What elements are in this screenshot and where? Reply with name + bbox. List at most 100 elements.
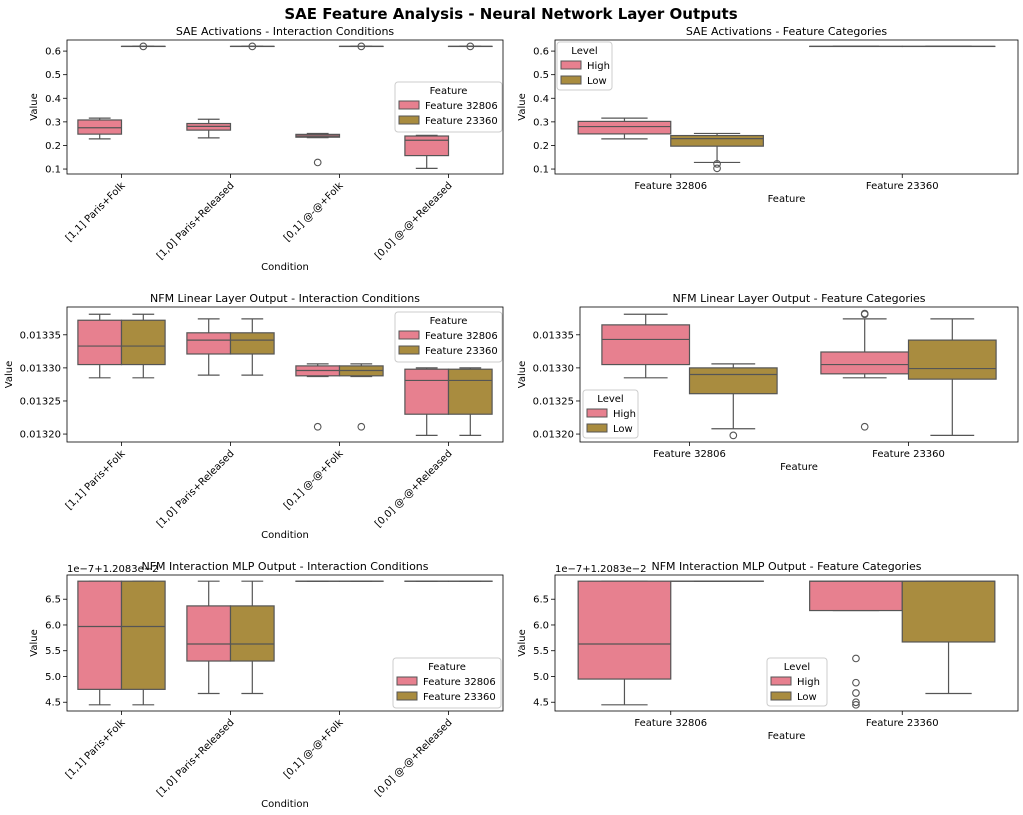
y-tick-label: 5.0 xyxy=(45,672,61,683)
x-tick-label: [0,1] @-@+Folk xyxy=(282,180,346,244)
subplot-1: SAE Activations - Interaction Conditions… xyxy=(29,25,504,273)
box-high xyxy=(601,313,691,379)
y-tick-label: 0.01330 xyxy=(20,363,61,374)
x-axis-label: Condition xyxy=(261,530,309,541)
y-tick-label: 6.0 xyxy=(45,620,61,631)
outlier-point xyxy=(852,689,860,697)
box-feature-23360 xyxy=(120,313,166,379)
x-tick-label: [0,0] @-@+Released xyxy=(373,717,455,799)
subplot-title: SAE Activations - Feature Categories xyxy=(686,25,888,38)
y-tick-label: 0.01325 xyxy=(20,396,61,407)
subplot-title: NFM Interaction MLP Output - Feature Cat… xyxy=(652,560,922,573)
y-tick-label: 0.01335 xyxy=(533,330,574,341)
box-high xyxy=(577,117,672,140)
box-iqr xyxy=(688,367,778,395)
y-tick-label: 0.3 xyxy=(533,117,549,128)
outlier-point xyxy=(852,700,860,709)
x-tick-label: [1,1] Paris+Folk xyxy=(64,448,128,512)
box-feature-23360 xyxy=(447,42,493,51)
box-feature-32806 xyxy=(404,134,450,169)
y-tick-label: 0.01330 xyxy=(533,363,574,374)
legend-entry-label: High xyxy=(797,677,820,688)
y-tick-label: 0.5 xyxy=(45,70,61,81)
legend-entry-label: Feature 23360 xyxy=(425,346,498,357)
outlier-point xyxy=(860,309,869,318)
axes-frame xyxy=(66,306,504,443)
axes-frame xyxy=(554,39,1019,175)
x-tick-label: [0,0] @-@+Released xyxy=(373,180,455,262)
axes-frame xyxy=(66,574,504,712)
legend: Feature Feature 32806 Feature 23360 xyxy=(394,81,503,133)
legend-entry-label: Feature 23360 xyxy=(425,116,498,127)
outlier-point xyxy=(357,422,366,431)
y-axis-label: Value xyxy=(29,93,40,120)
legend-swatch xyxy=(398,115,420,125)
outlier-point xyxy=(729,431,738,440)
legend-swatch xyxy=(398,100,420,110)
box-low xyxy=(670,132,764,173)
x-tick-label: [0,1] @-@+Folk xyxy=(282,448,346,512)
x-tick-label: [0,0] @-@+Released xyxy=(373,448,455,530)
legend-title: Feature xyxy=(430,86,468,97)
outlier-point xyxy=(852,654,860,663)
box-high xyxy=(577,580,672,706)
box-iqr xyxy=(120,319,166,366)
axes-frame xyxy=(66,39,504,175)
figure-title: SAE Feature Analysis - Neural Network La… xyxy=(284,5,737,23)
legend-swatch xyxy=(396,691,418,701)
y-axis-label: Value xyxy=(517,93,528,120)
outlier-point xyxy=(313,422,322,431)
x-tick-label: [0,1] @-@+Folk xyxy=(282,717,346,781)
box-feature-32806 xyxy=(77,117,123,140)
legend-swatch xyxy=(396,676,418,686)
legend-frame xyxy=(392,657,502,709)
box-low xyxy=(907,318,997,436)
x-tick-label: Feature 32806 xyxy=(634,181,707,192)
box-iqr xyxy=(447,368,493,415)
legend-swatch xyxy=(398,330,420,340)
y-tick-label: 0.01320 xyxy=(20,430,61,441)
y-tick-label: 0.6 xyxy=(45,47,61,58)
legend-title: Level xyxy=(784,662,810,673)
y-offset-text: 1e−7+1.2083e−2 xyxy=(67,564,159,575)
x-axis-label: Feature xyxy=(768,194,806,205)
x-tick-label: Feature 23360 xyxy=(872,449,945,460)
legend-swatch xyxy=(398,345,420,355)
x-tick-label: [1,1] Paris+Folk xyxy=(64,180,128,244)
box-iqr xyxy=(229,605,275,662)
box-iqr xyxy=(670,134,764,147)
box-feature-32806 xyxy=(186,118,232,139)
y-tick-label: 4.5 xyxy=(533,698,549,709)
box-feature-23360 xyxy=(120,580,166,706)
y-tick-label: 6.5 xyxy=(45,595,61,606)
legend-entry-label: Feature 23360 xyxy=(423,692,496,703)
box-iqr xyxy=(120,580,166,690)
box-iqr xyxy=(229,332,275,355)
x-tick-label: [1,1] Paris+Folk xyxy=(64,717,128,781)
legend-entry-label: Feature 32806 xyxy=(425,101,498,112)
box-iqr xyxy=(901,580,996,643)
y-tick-label: 6.0 xyxy=(533,620,549,631)
legend-entry-label: Low xyxy=(797,692,817,703)
legend-frame xyxy=(394,311,503,363)
outlier-point xyxy=(139,42,148,51)
x-tick-label: Feature 23360 xyxy=(866,181,939,192)
y-tick-label: 4.5 xyxy=(45,698,61,709)
y-tick-label: 6.5 xyxy=(533,595,549,606)
box-feature-23360 xyxy=(447,367,493,436)
y-tick-label: 0.5 xyxy=(533,70,549,81)
box-feature-32806 xyxy=(186,318,232,376)
legend: Level High Low xyxy=(766,657,828,707)
subplot-2: SAE Activations - Feature Categories 0.1 0… xyxy=(517,25,1019,205)
subplot-4: NFM Linear Layer Output - Feature Catego… xyxy=(517,292,1019,473)
box-iqr xyxy=(77,119,123,135)
subplot-3: NFM Linear Layer Output - Interaction Co… xyxy=(4,292,504,541)
outlier-point xyxy=(313,158,322,167)
legend-swatch xyxy=(770,676,792,686)
box-feature-32806 xyxy=(186,580,232,695)
box-iqr xyxy=(577,580,672,680)
legend-swatch xyxy=(560,60,582,70)
box-iqr xyxy=(77,319,123,366)
legend-entry-label: Feature 32806 xyxy=(423,677,496,688)
box-iqr xyxy=(577,120,672,135)
